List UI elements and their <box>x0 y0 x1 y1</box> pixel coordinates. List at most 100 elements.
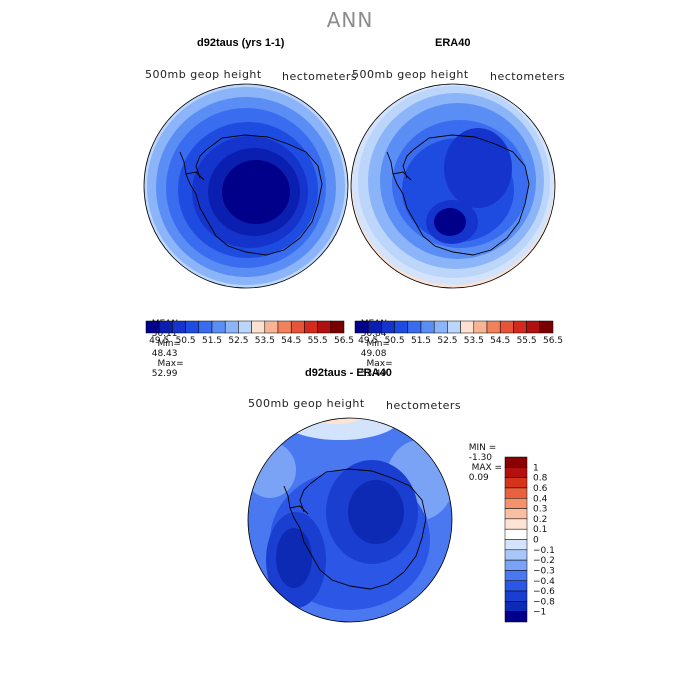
panel-3-stats: MIN = -1.30 MAX = 0.09 <box>463 433 511 483</box>
panel-1-title: d92taus (yrs 1-1) <box>197 37 285 49</box>
panel-1-min-value: 48.43 <box>151 349 178 359</box>
colorbar-2-tick-label: 51.5 <box>411 336 431 346</box>
map-1-coastline <box>179 134 323 256</box>
colorbar-3-swatch <box>504 456 528 468</box>
panel-1-max-value: 52.99 <box>151 369 178 379</box>
colorbar-2-swatch <box>473 320 488 334</box>
colorbar-2-swatch <box>460 320 475 334</box>
colorbar-2: 49.5 50.5 51.5 52.5 53.5 54.5 55.5 56.5 <box>354 320 563 346</box>
colorbar-2-swatch <box>539 320 554 334</box>
colorbar-1-swatch <box>290 320 305 334</box>
colorbar-1: 49.5 50.5 51.5 52.5 53.5 54.5 55.5 56.5 <box>145 320 354 346</box>
panel-3-title: d92taus - ERA40 <box>305 367 392 379</box>
panel-2-variable-label: 500mb geop height <box>352 68 469 81</box>
colorbar-3-swatch <box>504 549 528 561</box>
colorbar-3-tick-label: −0.4 <box>533 577 555 587</box>
colorbar-1-tick-label: 49.5 <box>149 336 169 346</box>
colorbar-3-tick-label: 0.4 <box>533 494 548 504</box>
colorbar-2-swatch <box>354 320 369 334</box>
map-3-coastline <box>283 468 427 590</box>
colorbar-1-tick-label: 52.5 <box>228 336 248 346</box>
colorbar-1-swatch <box>317 320 332 334</box>
colorbar-1-swatch <box>224 320 239 334</box>
colorbar-3-tick-label: −0.8 <box>533 597 555 607</box>
map-3-border <box>247 417 453 623</box>
panel-1-variable-label: 500mb geop height <box>145 68 262 81</box>
colorbar-2-swatch <box>407 320 422 334</box>
panel-3-max-value: 0.09 <box>468 473 489 483</box>
colorbar-3-swatch <box>504 601 528 612</box>
colorbar-1-swatch <box>172 320 186 334</box>
colorbar-3-tick-label: 0.6 <box>533 484 548 494</box>
colorbar-1-tick-label: 51.5 <box>202 336 222 346</box>
colorbar-1-swatch <box>211 320 226 334</box>
colorbar-1-swatch <box>251 320 266 334</box>
colorbar-1-swatch <box>185 320 200 334</box>
panel-1-units-label: hectometers <box>282 70 358 83</box>
colorbar-3-swatch <box>504 477 528 489</box>
colorbar-3-swatch <box>504 528 528 540</box>
colorbar-2-swatch <box>447 320 461 334</box>
colorbar-1-tick-label: 56.5 <box>334 336 354 346</box>
map-panel-2 <box>350 83 556 289</box>
colorbar-2-swatch <box>513 320 527 334</box>
panel-3-min-label: MIN = <box>468 443 500 453</box>
colorbar-3-swatch <box>504 498 528 509</box>
colorbar-2-tick-label: 54.5 <box>490 336 510 346</box>
colorbar-3-swatch <box>504 559 528 571</box>
colorbar-1-swatch <box>158 320 173 334</box>
colorbar-2-swatch <box>394 320 409 334</box>
colorbar-2-tick-label: 55.5 <box>517 336 537 346</box>
map-1-contours <box>144 84 348 288</box>
map-panel-1 <box>143 83 349 289</box>
colorbar-2-swatch <box>433 320 448 334</box>
figure-title: ANN <box>326 8 374 32</box>
colorbar-1-swatch <box>238 320 252 334</box>
colorbar-2-tick-label: 52.5 <box>437 336 457 346</box>
colorbar-2-swatch <box>486 320 501 334</box>
colorbar-1-tick-label: 55.5 <box>308 336 328 346</box>
panel-1-max-label: Max= <box>151 359 184 369</box>
colorbar-2-swatch <box>420 320 435 334</box>
colorbar-1-swatch <box>277 320 292 334</box>
panel-2-title: ERA40 <box>435 37 471 49</box>
panel-3-variable-label: 500mb geop height <box>248 397 365 410</box>
colorbar-3-tick-label: −0.1 <box>533 546 555 556</box>
colorbar-2-tick-label: 53.5 <box>464 336 484 346</box>
colorbar-2-swatch <box>526 320 541 334</box>
colorbar-3-tick-label: −1 <box>533 608 546 618</box>
colorbar-3-tick-label: 0.8 <box>533 474 548 484</box>
map-2-contours <box>351 84 555 288</box>
colorbar-3-swatch <box>504 487 528 499</box>
colorbar-2-tick-label: 49.5 <box>358 336 378 346</box>
colorbar-3-swatch <box>504 580 528 592</box>
colorbar-3-swatch <box>504 539 528 551</box>
colorbar-3-tick-label: −0.3 <box>533 566 555 576</box>
panel-2-units-label: hectometers <box>490 70 566 83</box>
colorbar-1-swatch <box>145 320 160 334</box>
panel-2-min-label: Min= <box>360 339 390 349</box>
panel-3-min-value: -1.30 <box>468 453 493 463</box>
colorbar-1-swatch <box>330 320 345 334</box>
map-2-coastline <box>386 134 530 256</box>
panel-2-max-value: 53.49 <box>360 369 387 379</box>
panel-1-min-label: Min= <box>151 339 181 349</box>
colorbar-3-swatch <box>504 508 528 520</box>
colorbar-3-swatch <box>504 467 528 478</box>
colorbar-1-swatch <box>304 320 318 334</box>
colorbar-1-tick-label: 54.5 <box>281 336 301 346</box>
colorbar-3-tick-label: −0.6 <box>533 587 555 597</box>
colorbar-3-tick-label: 0.3 <box>533 505 547 515</box>
colorbar-1-tick-label: 50.5 <box>176 336 196 346</box>
map-2-border <box>350 83 556 289</box>
panel-2-max-label: Max= <box>360 359 393 369</box>
map-1-border <box>143 83 349 289</box>
colorbar-3-swatch <box>504 611 528 623</box>
colorbar-1-swatch <box>264 320 279 334</box>
colorbar-3-swatch <box>504 590 528 602</box>
colorbar-3-tick-label: 0.2 <box>533 515 547 525</box>
panel-1-mean-value: 50.11 <box>151 329 178 339</box>
colorbar-3-swatch <box>504 570 528 581</box>
colorbar-3-tick-label: 0.1 <box>533 525 547 535</box>
